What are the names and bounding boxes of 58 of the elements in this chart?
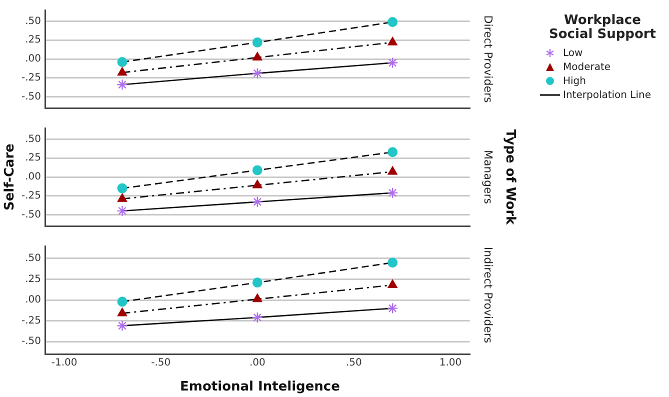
point — [388, 280, 398, 288]
x-tick-label: -.50 — [151, 358, 171, 369]
y-tick-label: .00 — [25, 294, 41, 306]
legend-label: High — [563, 76, 586, 86]
point — [117, 57, 128, 68]
point — [252, 52, 262, 60]
y-tick-label: .00 — [25, 54, 41, 65]
x-tick-label: .50 — [346, 358, 362, 369]
point — [117, 183, 128, 194]
y-tick-label: .25 — [25, 152, 41, 164]
y2-axis-title: Managers — [482, 150, 494, 204]
point — [252, 196, 263, 208]
y2-axis-title: Direct Providers — [482, 15, 494, 103]
point — [388, 147, 398, 158]
x-tick-label: -1.00 — [51, 358, 78, 369]
point — [117, 308, 128, 316]
y2-axis-title: Indirect Providers — [482, 246, 494, 344]
point — [388, 36, 398, 46]
point — [116, 320, 128, 332]
x-axis-title: Emotional Inteligence — [180, 380, 340, 394]
point — [386, 302, 398, 314]
point — [252, 278, 262, 288]
point — [252, 68, 263, 79]
legend-title: Workplace Social Support — [548, 13, 657, 42]
y-axis-title: Self-Care — [2, 144, 18, 210]
legend-label: Moderate — [563, 62, 611, 72]
point — [252, 37, 262, 48]
point — [386, 187, 398, 198]
x-tick-label: .00 — [249, 358, 266, 369]
point — [117, 296, 128, 307]
x-tick-label: 1.00 — [439, 358, 462, 369]
point — [388, 258, 398, 268]
legend-label: Low — [563, 48, 583, 58]
y-tick-label: .50 — [25, 16, 41, 27]
point — [386, 57, 398, 68]
y-tick-label: -.25 — [21, 315, 41, 326]
y-tick-label: -.25 — [21, 190, 41, 202]
point — [117, 67, 128, 76]
y-tick-label: .00 — [25, 172, 41, 183]
y-tick-label: -.25 — [21, 72, 41, 84]
y-tick-label: .50 — [25, 134, 41, 145]
point — [388, 17, 398, 28]
y-tick-label: -.50 — [21, 91, 41, 102]
point — [116, 205, 128, 217]
y-tick-label: .25 — [25, 34, 41, 46]
y-tick-label: -.50 — [21, 336, 41, 348]
point — [252, 180, 262, 188]
point — [117, 193, 128, 202]
y-tick-label: .25 — [25, 274, 41, 285]
point — [388, 166, 398, 175]
point — [252, 312, 263, 324]
legend-label: Interpolation Line — [563, 90, 652, 100]
text: Type of Work — [502, 129, 518, 225]
point — [116, 79, 128, 90]
point — [252, 294, 262, 302]
y-tick-label: .50 — [25, 253, 41, 264]
point — [252, 165, 262, 176]
y-tick-label: -.50 — [21, 209, 41, 220]
